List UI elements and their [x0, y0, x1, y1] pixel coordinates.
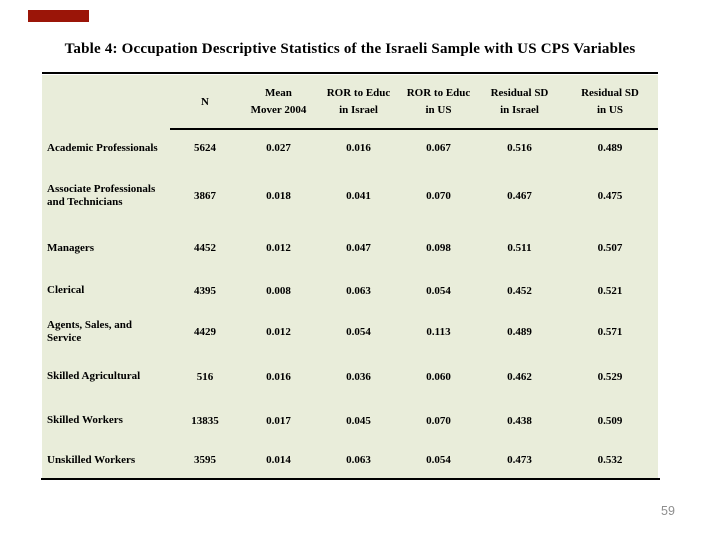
- statistics-table: N Mean Mover 2004 ROR to Educ in Israel …: [42, 75, 658, 478]
- cell-ror-israel: 0.041: [346, 190, 371, 202]
- cell-rsd-us: 0.529: [597, 370, 623, 383]
- header-cell-ror-us: ROR to Educ in US: [400, 75, 477, 129]
- cell-ror-israel: 0.047: [346, 242, 371, 254]
- cell-n: 4429: [194, 326, 216, 338]
- header-line: ROR to Educ: [406, 87, 471, 99]
- cell-n: 3595: [194, 454, 216, 466]
- table-bottom-rule: [41, 478, 660, 480]
- cell-n: 5624: [194, 142, 216, 154]
- header-line: Residual SD: [490, 87, 549, 99]
- cell-rsd-us: 0.509: [597, 414, 623, 427]
- cell-rsd-israel: 0.452: [507, 284, 532, 297]
- cell-n: 4395: [194, 284, 216, 297]
- cell-mean-mover: 0.027: [266, 142, 291, 154]
- header-line: Mean: [265, 87, 292, 99]
- cell-n: 3867: [194, 190, 216, 202]
- cell-mean-mover: 0.017: [266, 414, 291, 427]
- cell-mean-mover: 0.014: [266, 454, 291, 466]
- cell-ror-us: 0.054: [426, 454, 451, 466]
- header-cell-empty: [42, 75, 170, 129]
- cell-rsd-israel: 0.467: [507, 190, 532, 202]
- cell-ror-israel: 0.063: [346, 454, 371, 466]
- cell-n: 516: [196, 370, 214, 383]
- row-label: Skilled Agricultural: [42, 354, 170, 399]
- row-label-line: and Technicians: [47, 196, 123, 208]
- cell-mean-mover: 0.018: [266, 190, 291, 202]
- row-label-line: Skilled Workers: [47, 414, 123, 426]
- header-line: in Israel: [500, 104, 539, 116]
- header-cell-rsd-us: Residual SD in US: [562, 75, 658, 129]
- cell-ror-us: 0.054: [426, 284, 451, 297]
- cell-ror-us: 0.067: [426, 142, 451, 154]
- row-label: Skilled Workers: [42, 399, 170, 442]
- cell-ror-israel: 0.054: [346, 326, 371, 338]
- row-label-line: Skilled Agricultural: [47, 370, 141, 382]
- cell-rsd-israel: 0.489: [507, 326, 532, 338]
- header-cell-rsd-israel: Residual SD in Israel: [477, 75, 562, 129]
- accent-bar: [28, 10, 89, 22]
- row-label: Unskilled Workers: [42, 442, 170, 478]
- cell-rsd-us: 0.489: [597, 142, 623, 154]
- cell-rsd-israel: 0.516: [507, 142, 532, 154]
- header-line: ROR to Educ: [326, 87, 391, 99]
- row-label-line: Academic Professionals: [47, 141, 158, 154]
- cell-ror-us: 0.070: [426, 190, 451, 202]
- cell-ror-israel: 0.045: [346, 414, 371, 427]
- header-underline-rule: [170, 128, 658, 130]
- cell-rsd-israel: 0.462: [507, 370, 532, 383]
- header-cell-ror-israel: ROR to Educ in Israel: [317, 75, 400, 129]
- cell-rsd-us: 0.532: [597, 454, 623, 466]
- table-grid: N Mean Mover 2004 ROR to Educ in Israel …: [42, 75, 658, 478]
- cell-ror-israel: 0.016: [346, 142, 371, 154]
- cell-ror-israel: 0.063: [346, 284, 371, 297]
- header-line: N: [201, 95, 209, 108]
- header-line: in US: [425, 104, 452, 116]
- row-label-line: Managers: [47, 241, 95, 254]
- table-top-rule: [42, 72, 658, 74]
- row-label-line: Service: [47, 332, 82, 344]
- cell-rsd-us: 0.475: [597, 190, 623, 202]
- row-label: Agents, Sales, and Service: [42, 310, 170, 354]
- table-caption: Table 4: Occupation Descriptive Statisti…: [64, 41, 636, 57]
- cell-rsd-israel: 0.438: [507, 414, 532, 427]
- cell-rsd-us: 0.571: [597, 326, 623, 338]
- header-line: Mover 2004: [250, 104, 307, 116]
- header-cell-mean-mover: Mean Mover 2004: [240, 75, 317, 129]
- header-line: in US: [597, 104, 623, 116]
- row-label: Associate Professionals and Technicians: [42, 167, 170, 225]
- cell-rsd-us: 0.521: [597, 284, 623, 297]
- header-line: Residual SD: [581, 87, 639, 99]
- cell-mean-mover: 0.016: [266, 370, 291, 383]
- cell-ror-us: 0.070: [426, 414, 451, 427]
- cell-mean-mover: 0.012: [266, 242, 291, 254]
- cell-mean-mover: 0.012: [266, 326, 291, 338]
- cell-ror-us: 0.060: [426, 370, 451, 383]
- slide-page-number: 59: [661, 504, 675, 518]
- header-line: in Israel: [339, 104, 378, 116]
- row-label-line: Associate Professionals: [47, 183, 156, 195]
- cell-ror-us: 0.098: [426, 242, 451, 254]
- cell-n: 4452: [194, 242, 216, 254]
- cell-n: 13835: [191, 414, 219, 427]
- row-label-line: Agents, Sales, and: [47, 319, 132, 331]
- cell-mean-mover: 0.008: [266, 284, 291, 297]
- cell-rsd-israel: 0.473: [507, 454, 532, 466]
- row-label: Clerical: [42, 271, 170, 310]
- cell-rsd-israel: 0.511: [507, 242, 532, 254]
- row-label-line: Clerical: [47, 284, 85, 296]
- cell-ror-us: 0.113: [426, 326, 451, 338]
- cell-rsd-us: 0.507: [597, 242, 623, 254]
- header-cell-n: N: [170, 75, 240, 129]
- row-label-line: Unskilled Workers: [47, 453, 136, 466]
- row-label: Academic Professionals: [42, 129, 170, 167]
- row-label: Managers: [42, 225, 170, 271]
- cell-ror-israel: 0.036: [346, 370, 371, 383]
